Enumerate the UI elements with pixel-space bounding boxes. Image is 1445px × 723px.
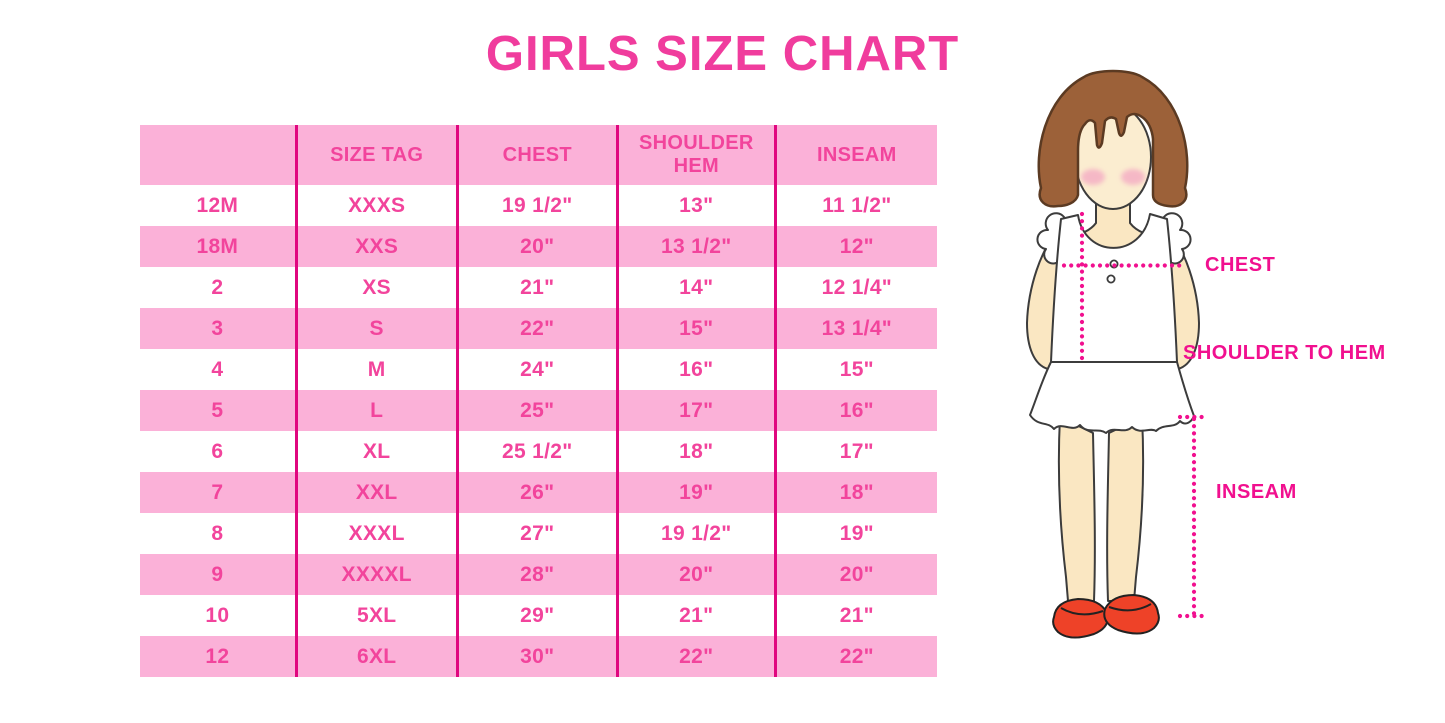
column-header	[140, 125, 297, 185]
table-row: 6 XL 25 1/2" 18" 17"	[140, 431, 937, 472]
table-cell: 17"	[615, 390, 776, 431]
table-cell: 12M	[196, 193, 239, 217]
girl-blush	[1081, 169, 1145, 185]
table-cell: S	[294, 308, 458, 349]
table-cell: 21"	[455, 267, 618, 308]
table-cell: XXXL	[294, 513, 458, 554]
table-cell: 30"	[455, 636, 618, 677]
table-cell: 13 1/2"	[615, 226, 776, 267]
table-cell: 5XL	[294, 595, 458, 636]
table-cell: 10	[205, 603, 230, 627]
table-cell: 29"	[455, 595, 618, 636]
table-cell: 19"	[615, 472, 776, 513]
table-cell: 12"	[773, 226, 937, 267]
table-cell: 2	[211, 275, 224, 299]
table-row: 12M XXXS 19 1/2" 13" 11 1/2"	[140, 185, 937, 226]
table-cell: 14"	[615, 267, 776, 308]
table-cell: 11 1/2"	[773, 185, 937, 226]
table-cell: 20"	[455, 226, 618, 267]
inseam-label: INSEAM	[1216, 481, 1297, 503]
table-cell: 13"	[615, 185, 776, 226]
table-cell: 22"	[615, 636, 776, 677]
table-cell: 18"	[773, 472, 937, 513]
table-cell: 15"	[615, 308, 776, 349]
table-cell: L	[294, 390, 458, 431]
table-cell: XXS	[294, 226, 458, 267]
table-cell: 16"	[773, 390, 937, 431]
table-row: 8 XXXL 27" 19 1/2" 19"	[140, 513, 937, 554]
table-cell: XXXXL	[294, 554, 458, 595]
table-row: 9 XXXXL 28" 20" 20"	[140, 554, 937, 595]
table-cell: 22"	[455, 308, 618, 349]
table-cell: 16"	[615, 349, 776, 390]
table-cell: 5	[140, 390, 297, 431]
girl-measurement-diagram	[1026, 69, 1207, 639]
table-row: 5 L 25" 17" 16"	[140, 390, 937, 431]
table-cell: 20"	[615, 554, 776, 595]
table-cell: 27"	[455, 513, 618, 554]
table-cell: 21"	[773, 595, 937, 636]
column-header: SHOULDER HEM	[615, 125, 776, 185]
table-row: 12 6XL 30" 22" 22"	[140, 636, 937, 677]
table-cell: 17"	[773, 431, 937, 472]
girl-shoes	[1052, 594, 1160, 639]
table-cell: 21"	[615, 595, 776, 636]
table-cell: 20"	[773, 554, 937, 595]
header-row: SIZE TAG CHEST SHOULDER HEM INSEAM	[140, 125, 937, 185]
table-row: 3 S 22" 15" 13 1/4"	[140, 308, 937, 349]
girl-hair	[1037, 69, 1189, 208]
table-row: 2 XS 21" 14" 12 1/4"	[140, 267, 937, 308]
table-cell: 15"	[773, 349, 937, 390]
table-cell: 19"	[773, 513, 937, 554]
table-cell: 9	[140, 554, 297, 595]
shoulder-to-hem-label: SHOULDER TO HEM	[1183, 342, 1386, 364]
table-cell: XL	[294, 431, 458, 472]
table-row: 18M XXS 20" 13 1/2" 12"	[140, 226, 937, 267]
table-cell: 4	[211, 357, 224, 381]
column-header: INSEAM	[773, 125, 937, 185]
table-cell: 25 1/2"	[455, 431, 618, 472]
size-chart-table: SIZE TAG CHEST SHOULDER HEM INSEAM 12M XXXS 1…	[140, 125, 937, 677]
table-cell: 3	[140, 308, 297, 349]
table-cell: 25"	[455, 390, 618, 431]
table-cell: 7	[140, 472, 297, 513]
table-cell: 18M	[140, 226, 297, 267]
table-cell: 8	[211, 521, 224, 545]
table-cell: XXXS	[294, 185, 458, 226]
table-cell: 28"	[455, 554, 618, 595]
page-title: GIRLS SIZE CHART	[485, 27, 960, 81]
table-cell: 6	[211, 439, 224, 463]
table-row: 7 XXL 26" 19" 18"	[140, 472, 937, 513]
table-cell: 13 1/4"	[773, 308, 937, 349]
table-row: 10 5XL 29" 21" 21"	[140, 595, 937, 636]
girl-legs	[1057, 416, 1145, 602]
chest-label: CHEST	[1205, 254, 1276, 276]
table-cell: XS	[294, 267, 458, 308]
table-cell: XXL	[294, 472, 458, 513]
table-cell: 12 1/4"	[773, 267, 937, 308]
table-cell: 6XL	[294, 636, 458, 677]
table-cell: 12	[140, 636, 297, 677]
table-cell: 24"	[455, 349, 618, 390]
table-cell: 19 1/2"	[455, 185, 618, 226]
table-cell: M	[294, 349, 458, 390]
table-cell: 18"	[615, 431, 776, 472]
table-row: 4 M 24" 16" 15"	[140, 349, 937, 390]
column-header: CHEST	[455, 125, 618, 185]
table-cell: 26"	[455, 472, 618, 513]
table-cell: 22"	[773, 636, 937, 677]
girl-skirt	[1029, 361, 1195, 434]
column-header: SIZE TAG	[294, 125, 458, 185]
table-cell: 19 1/2"	[615, 513, 776, 554]
